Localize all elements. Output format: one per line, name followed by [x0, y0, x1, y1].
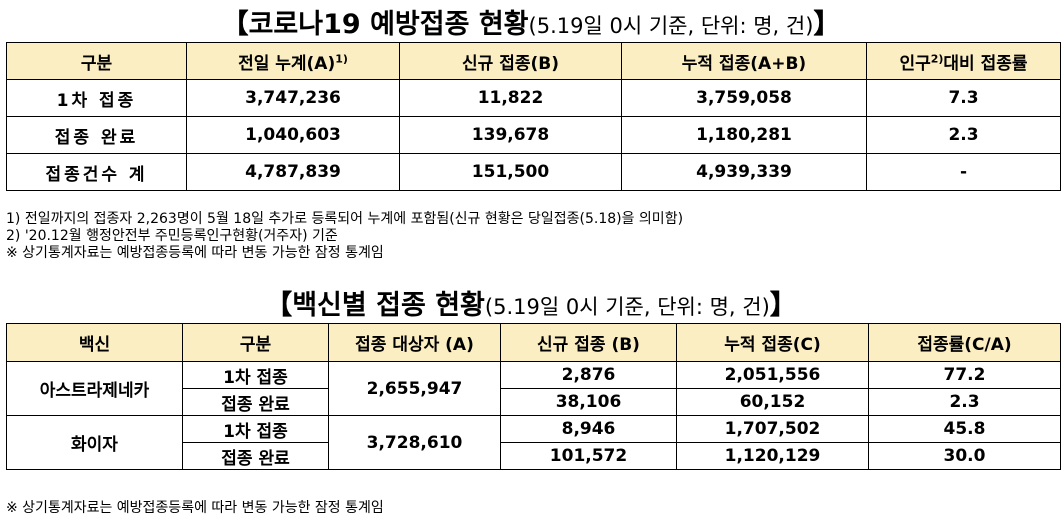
cell-type: 접종 완료	[182, 388, 329, 416]
cell-rate: 45.8	[868, 415, 1061, 443]
cell-new: 139,678	[399, 116, 622, 154]
footnote-3: ※ 상기통계자료는 예방접종등록에 따라 변동 가능한 잠정 통계임	[6, 245, 384, 261]
header-cumulative: 누적 접종(C)	[676, 323, 869, 362]
header-type: 구분	[182, 323, 329, 362]
footnote-2: 2) '20.12월 행정안전부 주민등록인구현황(거주자) 기준	[6, 228, 338, 244]
cell-new: 38,106	[500, 388, 677, 416]
status-title-sub: (5.19일 0시 기준, 단위: 명, 건)	[528, 14, 814, 38]
vaccine-title-main: 【백신별 접종 현황	[265, 290, 485, 321]
header-rate: 접종률(C/A)	[868, 323, 1061, 362]
table-row: 접종건수 계 4,787,839 151,500 4,939,339 -	[6, 153, 1061, 191]
table-row: 화이자 1차 접종 3,728,610 8,946 1,707,502 45.8	[6, 415, 1061, 470]
cell-prev-total: 4,787,839	[186, 153, 400, 191]
cell-cumulative: 2,051,556	[676, 361, 869, 389]
table-header-row: 백신 구분 접종 대상자 (A) 신규 접종 (B) 누적 접종(C) 접종률(…	[6, 323, 1061, 362]
header-target: 접종 대상자 (A)	[328, 323, 501, 362]
vaccine-title: 【백신별 접종 현황(5.19일 0시 기준, 단위: 명, 건)】	[0, 283, 1062, 322]
cell-type: 접종 완료	[182, 442, 329, 470]
cell-prev-total: 3,747,236	[186, 79, 400, 117]
table-row: 1차 접종 3,747,236 11,822 3,759,058 7.3	[6, 79, 1061, 117]
header-rate: 인구2)대비 접종률	[866, 42, 1061, 80]
cell-cumulative: 1,707,502	[676, 415, 869, 443]
footnote-1: 1) 전일까지의 접종자 2,263명이 5월 18일 추가로 등록되어 누계에…	[6, 211, 684, 227]
header-category: 구분	[6, 42, 187, 80]
cell-rate: 7.3	[866, 79, 1061, 117]
table-row: 접종 완료 38,106 60,152 2.3	[7, 388, 1061, 416]
cell-rate: 30.0	[868, 442, 1061, 470]
table-row: 아스트라제네카 1차 접종 2,655,947 2,876 2,051,556 …	[6, 361, 1061, 416]
header-new: 신규 접종 (B)	[500, 323, 677, 362]
cell-new: 11,822	[399, 79, 622, 117]
table-row: 접종 완료 1,040,603 139,678 1,180,281 2.3	[6, 116, 1061, 154]
vaccine-name: 화이자	[6, 415, 183, 470]
cell-cumulative: 1,120,129	[676, 442, 869, 470]
row-label: 접종건수 계	[6, 153, 187, 191]
header-cumulative: 누적 접종(A+B)	[621, 42, 867, 80]
header-new: 신규 접종(B)	[399, 42, 622, 80]
cell-prev-total: 1,040,603	[186, 116, 400, 154]
header-prev-total: 전일 누계(A)1)	[186, 42, 400, 80]
cell-cumulative: 60,152	[676, 388, 869, 416]
cell-rate: 2.3	[866, 116, 1061, 154]
table-header-row: 구분 전일 누계(A)1) 신규 접종(B) 누적 접종(A+B) 인구2)대비…	[6, 42, 1061, 80]
header-vaccine: 백신	[6, 323, 183, 362]
row-label: 접종 완료	[6, 116, 187, 154]
footnote-bottom: ※ 상기통계자료는 예방접종등록에 따라 변동 가능한 잠정 통계임	[6, 500, 384, 516]
vaccine-title-end: 】	[769, 290, 797, 321]
cell-new: 8,946	[500, 415, 677, 443]
cell-new: 2,876	[500, 361, 677, 389]
row-label: 1차 접종	[6, 79, 187, 117]
cell-new: 101,572	[500, 442, 677, 470]
vaccine-name: 아스트라제네카	[6, 361, 183, 416]
status-title-end: 】	[813, 9, 841, 40]
cell-type: 1차 접종	[182, 361, 329, 389]
cell-cumulative: 4,939,339	[621, 153, 867, 191]
status-title-main: 【코로나19 예방접종 현황	[221, 9, 529, 40]
table-row: 접종 완료 101,572 1,120,129 30.0	[7, 442, 1061, 470]
cell-new: 151,500	[399, 153, 622, 191]
vaccination-status-table: 구분 전일 누계(A)1) 신규 접종(B) 누적 접종(A+B) 인구2)대비…	[6, 42, 1061, 191]
cell-rate: -	[866, 153, 1061, 191]
vaccine-table: 백신 구분 접종 대상자 (A) 신규 접종 (B) 누적 접종(C) 접종률(…	[6, 323, 1061, 470]
cell-rate: 77.2	[868, 361, 1061, 389]
vaccine-title-sub: (5.19일 0시 기준, 단위: 명, 건)	[484, 295, 770, 319]
cell-target: 3,728,610	[328, 415, 501, 470]
cell-target: 2,655,947	[328, 361, 501, 416]
cell-cumulative: 3,759,058	[621, 79, 867, 117]
status-title: 【코로나19 예방접종 현황(5.19일 0시 기준, 단위: 명, 건)】	[0, 2, 1062, 41]
cell-cumulative: 1,180,281	[621, 116, 867, 154]
cell-rate: 2.3	[868, 388, 1061, 416]
cell-type: 1차 접종	[182, 415, 329, 443]
